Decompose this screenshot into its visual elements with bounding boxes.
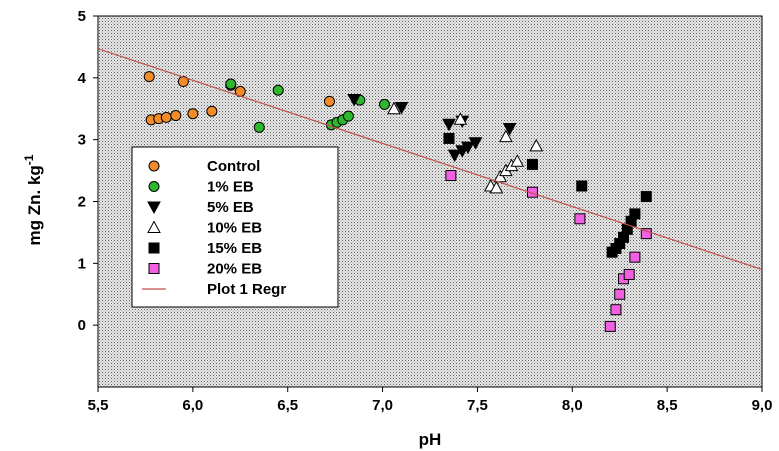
y-tick-label: 3 — [78, 132, 86, 149]
series-layer — [98, 48, 762, 332]
data-point — [394, 102, 409, 115]
y-tick-label: 4 — [78, 70, 87, 87]
legend-label: Control — [207, 158, 260, 175]
legend-label: 10% EB — [207, 220, 262, 237]
series-4 — [443, 132, 652, 258]
data-point — [576, 180, 588, 192]
data-point — [574, 213, 586, 225]
data-point — [347, 93, 361, 107]
data-point — [323, 95, 335, 107]
data-point — [225, 78, 237, 90]
legend-box — [131, 146, 339, 308]
data-point — [526, 186, 538, 198]
data-point — [447, 149, 462, 163]
y-axis-title-main: mg Zn. kg — [25, 165, 44, 245]
data-point — [461, 141, 475, 155]
data-point — [502, 123, 517, 136]
data-point — [468, 137, 483, 150]
series-2 — [347, 93, 517, 163]
data-point — [443, 132, 455, 144]
y-tick-label: 1 — [78, 255, 86, 272]
x-axis: 5,5 6,0 6,5 7,0 7,5 8,0 8,5 9,0 — [88, 387, 773, 414]
x-tick-label: 5,5 — [88, 397, 109, 414]
data-point — [640, 228, 652, 240]
x-tick-label: 9,0 — [752, 397, 773, 414]
data-point — [510, 154, 525, 167]
legend: Control 1% EB 5% EB 10% EB 15% EB 20% EB Plot… — [131, 146, 339, 308]
data-point — [442, 118, 456, 132]
data-point — [387, 101, 401, 115]
data-point — [445, 170, 457, 182]
legend-marker — [147, 220, 161, 233]
legend-marker — [148, 181, 160, 192]
data-point — [453, 112, 468, 125]
series-1 — [225, 78, 390, 133]
data-point — [623, 268, 635, 280]
regression-line — [98, 48, 762, 271]
data-point — [629, 208, 641, 220]
legend-marker — [148, 263, 160, 274]
data-point — [272, 84, 284, 96]
data-point — [206, 105, 218, 117]
y-tick-label: 5 — [78, 8, 86, 25]
data-point — [160, 111, 172, 123]
x-tick-label: 7,0 — [372, 397, 393, 414]
x-tick-label: 6,5 — [277, 397, 298, 414]
data-point — [640, 191, 652, 203]
legend-label: 20% EB — [207, 261, 262, 278]
y-tick-label: 0 — [78, 317, 86, 334]
data-point — [253, 121, 265, 133]
y-axis-title: mg Zn. kg-1 — [22, 154, 44, 245]
data-point — [610, 304, 622, 316]
data-point — [342, 110, 354, 122]
data-point — [629, 251, 641, 263]
x-tick-label: 8,5 — [657, 397, 678, 414]
data-point — [529, 138, 544, 152]
data-point — [493, 169, 508, 183]
legend-label: 5% EB — [207, 199, 254, 216]
data-point — [604, 320, 616, 332]
legend-marker — [147, 201, 161, 215]
data-point — [187, 108, 199, 120]
legend-label: Plot 1 Regr — [207, 281, 286, 298]
data-point — [378, 98, 390, 110]
series-5 — [445, 170, 652, 332]
x-tick-label: 7,5 — [467, 397, 488, 414]
legend-marker — [148, 160, 160, 172]
data-point — [143, 71, 155, 83]
legend-label: 1% EB — [207, 179, 254, 196]
y-axis: 0 1 2 3 4 5 — [78, 8, 98, 334]
data-point — [489, 180, 504, 194]
y-tick-label: 2 — [78, 194, 86, 211]
legend-marker — [148, 242, 160, 254]
series-3 — [387, 101, 544, 194]
x-tick-label: 6,0 — [182, 397, 203, 414]
y-axis-title-superscript: -1 — [22, 154, 36, 165]
data-point — [614, 288, 626, 300]
legend-label: 15% EB — [207, 240, 262, 257]
data-point — [499, 129, 513, 143]
x-tick-label: 8,0 — [562, 397, 583, 414]
data-point — [170, 110, 182, 122]
data-point — [526, 158, 538, 170]
series-6 — [98, 48, 762, 271]
x-axis-title: pH — [419, 430, 442, 449]
